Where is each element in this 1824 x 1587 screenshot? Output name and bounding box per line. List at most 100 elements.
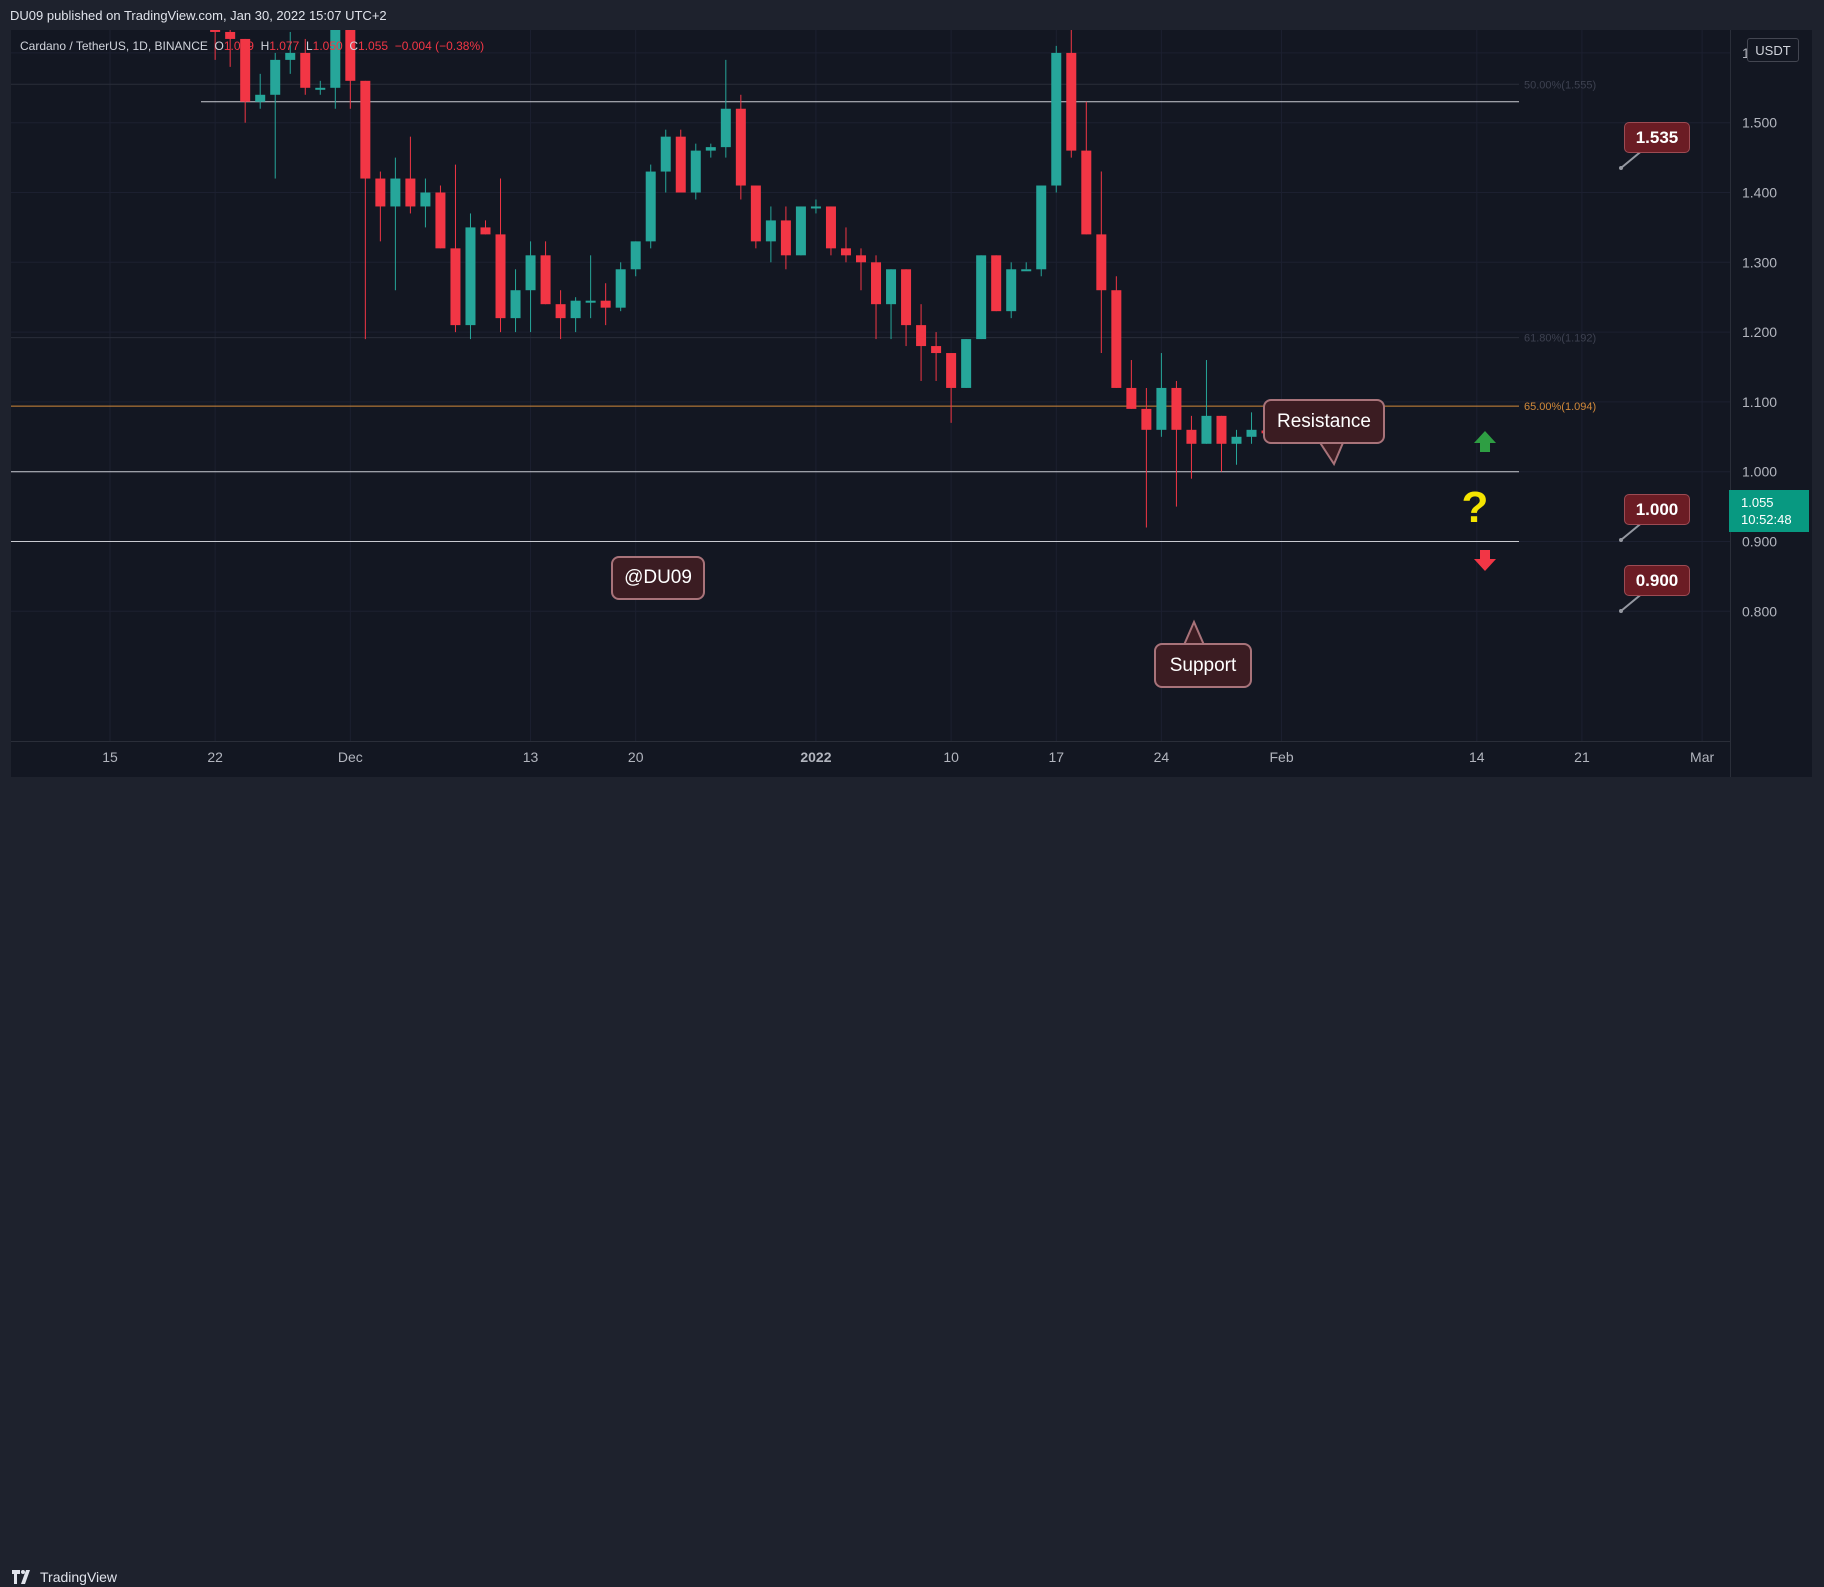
x-tick-label-9: Feb bbox=[1269, 749, 1293, 765]
candle-body bbox=[540, 255, 551, 305]
candle-body bbox=[420, 192, 431, 207]
candle-body bbox=[690, 150, 701, 193]
candle-2021-12-27 bbox=[735, 94, 746, 200]
candle-2021-12-17 bbox=[585, 255, 596, 319]
arrow-up-icon bbox=[1474, 431, 1496, 452]
x-tick-label-4: 20 bbox=[628, 749, 644, 765]
candle-body bbox=[871, 262, 882, 305]
candle-2022-01-28 bbox=[1216, 415, 1227, 472]
candle-2021-12-23 bbox=[675, 129, 686, 193]
candle-body bbox=[330, 30, 341, 88]
candle-2021-11-30 bbox=[330, 30, 341, 109]
candle-2021-12-16 bbox=[570, 297, 581, 333]
candle-body bbox=[720, 108, 731, 148]
candle-body bbox=[285, 52, 296, 60]
candle-body bbox=[750, 185, 761, 242]
grid-lines bbox=[11, 30, 1730, 741]
annotations bbox=[1182, 148, 1645, 646]
price-axis-bg bbox=[1730, 30, 1812, 777]
candle-2022-01-17 bbox=[1051, 45, 1062, 193]
candle-body bbox=[375, 178, 386, 207]
y-tick-label-0: 0.800 bbox=[1742, 603, 1777, 619]
chart-pane[interactable]: 50.00%(1.555) 61.80%(1.192) 65.00%(1.094) … bbox=[11, 30, 1812, 777]
candle-body bbox=[976, 255, 987, 340]
candle-body bbox=[510, 290, 521, 319]
candle-body bbox=[675, 136, 686, 193]
candle-body bbox=[856, 255, 866, 263]
candle-2021-11-23 bbox=[225, 30, 236, 67]
candle-2022-01-29 bbox=[1231, 429, 1242, 465]
candle-2022-01-23 bbox=[1141, 387, 1152, 528]
currency-button[interactable]: USDT bbox=[1747, 38, 1799, 62]
candle-2021-12-20 bbox=[630, 241, 641, 277]
candle-body bbox=[901, 269, 912, 326]
candle-2021-12-21 bbox=[645, 164, 656, 249]
candle-2021-12-04 bbox=[390, 157, 401, 291]
candle-body bbox=[300, 52, 311, 88]
candle-body bbox=[450, 248, 461, 326]
ohlc-open-value: 1.059 bbox=[223, 39, 254, 53]
candle-2021-12-15 bbox=[555, 290, 566, 340]
candle-body bbox=[240, 38, 251, 102]
candle-2021-12-02 bbox=[360, 80, 371, 340]
support-pointer bbox=[1182, 619, 1206, 646]
candle-body bbox=[615, 269, 626, 308]
fib-levels: 50.00%(1.555) 61.80%(1.192) 65.00%(1.094) bbox=[11, 79, 1596, 413]
candle-2022-01-22 bbox=[1126, 360, 1137, 409]
candle-2022-01-08 bbox=[916, 304, 927, 381]
candle-2022-01-27 bbox=[1201, 360, 1212, 444]
candlestick-chart[interactable]: 50.00%(1.555)61.80%(1.192)65.00%(1.094) … bbox=[11, 30, 1812, 777]
candle-2022-01-19 bbox=[1081, 101, 1092, 235]
candle-2022-01-05 bbox=[871, 255, 882, 340]
x-tick-label-11: 21 bbox=[1574, 749, 1590, 765]
candle-body bbox=[931, 346, 942, 354]
tradingview-logo[interactable]: TradingView bbox=[12, 1567, 117, 1587]
candle-2021-12-03 bbox=[375, 171, 386, 242]
candle-2022-01-09 bbox=[931, 332, 942, 381]
candle-body bbox=[570, 300, 581, 319]
candle-2021-12-19 bbox=[615, 262, 626, 312]
candle-body bbox=[1171, 387, 1182, 430]
candle-body bbox=[405, 178, 416, 207]
candle-body bbox=[825, 206, 836, 249]
candle-body bbox=[345, 30, 356, 81]
ohlc-open-label: O bbox=[214, 39, 224, 53]
candle-body bbox=[1141, 408, 1152, 430]
candle-2021-11-28 bbox=[300, 38, 311, 95]
candle-body bbox=[360, 80, 371, 179]
candle-2021-12-31 bbox=[795, 206, 806, 256]
candle-body bbox=[435, 192, 446, 249]
candle-2021-11-29 bbox=[315, 80, 326, 95]
symbol-info-line: Cardano / TetherUS, 1D, BINANCE O1.059 H… bbox=[20, 39, 484, 53]
candle-2021-12-10 bbox=[480, 220, 491, 235]
candle-2022-01-26 bbox=[1186, 415, 1197, 479]
candle-2021-12-05 bbox=[405, 136, 416, 214]
candle-body bbox=[585, 300, 596, 303]
published-bar: DU09 published on TradingView.com, Jan 3… bbox=[0, 0, 1824, 30]
candle-body bbox=[480, 227, 491, 235]
candle-2022-01-25 bbox=[1171, 380, 1182, 507]
candle-body bbox=[270, 59, 281, 95]
candle-body bbox=[840, 248, 851, 256]
candle-2022-01-20 bbox=[1096, 171, 1107, 354]
ohlc-close-label: C bbox=[349, 39, 359, 53]
candle-body bbox=[525, 255, 536, 291]
candle-body bbox=[645, 171, 656, 242]
candle-2021-11-26 bbox=[270, 52, 281, 179]
candle-2021-12-25 bbox=[705, 143, 716, 158]
candle-2022-01-13 bbox=[991, 255, 1002, 312]
candle-body bbox=[1081, 150, 1092, 235]
published-text: DU09 published on TradingView.com, Jan 3… bbox=[10, 8, 387, 23]
ohlc-low-value: 1.050 bbox=[312, 39, 343, 53]
level-label-anchor-1 bbox=[1619, 538, 1623, 542]
candle-body bbox=[810, 206, 821, 209]
candle-2021-12-24 bbox=[690, 143, 701, 200]
candle-2022-01-21 bbox=[1111, 276, 1122, 388]
last-price-tag: 1.055 10:52:48 bbox=[1729, 490, 1809, 532]
candle-2021-11-22 bbox=[210, 30, 221, 60]
last-price-value: 1.055 bbox=[1741, 495, 1774, 510]
level-label-0900: 0.900 bbox=[1624, 565, 1690, 596]
question-mark: ? bbox=[1461, 483, 1489, 532]
x-tick-label-8: 24 bbox=[1154, 749, 1170, 765]
candle-2022-01-15 bbox=[1021, 262, 1032, 272]
